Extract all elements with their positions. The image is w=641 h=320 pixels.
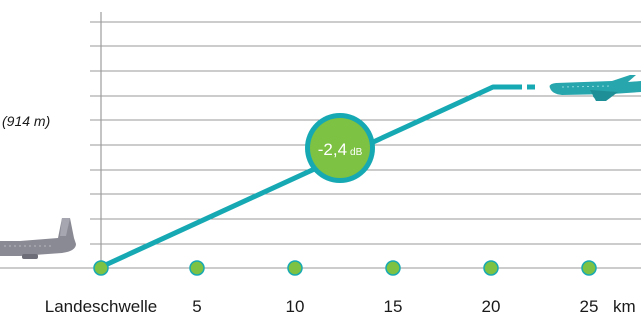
badge-circle: [310, 118, 370, 178]
cruise-plane-engine: [593, 93, 607, 99]
flight-path: [99, 84, 522, 270]
distance-marker: [93, 260, 109, 276]
landing-plane-tail-highlight: [60, 218, 70, 236]
badge-label: -2,4 dB: [318, 140, 363, 159]
distance-marker: [483, 260, 499, 276]
tick-label-5: 5: [192, 297, 201, 316]
tick-label-25: 25: [580, 297, 599, 316]
landing-plane-engine: [22, 254, 38, 259]
noise-reduction-value: -2,4: [318, 140, 347, 159]
distance-marker: [189, 260, 205, 276]
tick-label-20: 20: [482, 297, 501, 316]
x-axis-unit: km: [613, 297, 636, 316]
x-axis-labels: Landeschwelle 5 10 15 20 25 km: [45, 297, 636, 316]
tick-label-10: 10: [286, 297, 305, 316]
altitude-label: (914 m): [2, 113, 50, 129]
distance-marker: [287, 260, 303, 276]
tick-label-threshold: Landeschwelle: [45, 297, 157, 316]
cruise-plane-fuselage: [549, 75, 641, 95]
airplane-icon: [549, 75, 641, 101]
noise-reduction-unit: dB: [350, 147, 363, 158]
distance-marker: [581, 260, 597, 276]
cruise-plane-windows: [561, 85, 611, 88]
distance-markers: [93, 260, 597, 276]
distance-marker: [385, 260, 401, 276]
tick-label-15: 15: [384, 297, 403, 316]
noise-reduction-badge: -2,4 dB: [305, 113, 375, 183]
airplane-icon: [0, 218, 76, 259]
